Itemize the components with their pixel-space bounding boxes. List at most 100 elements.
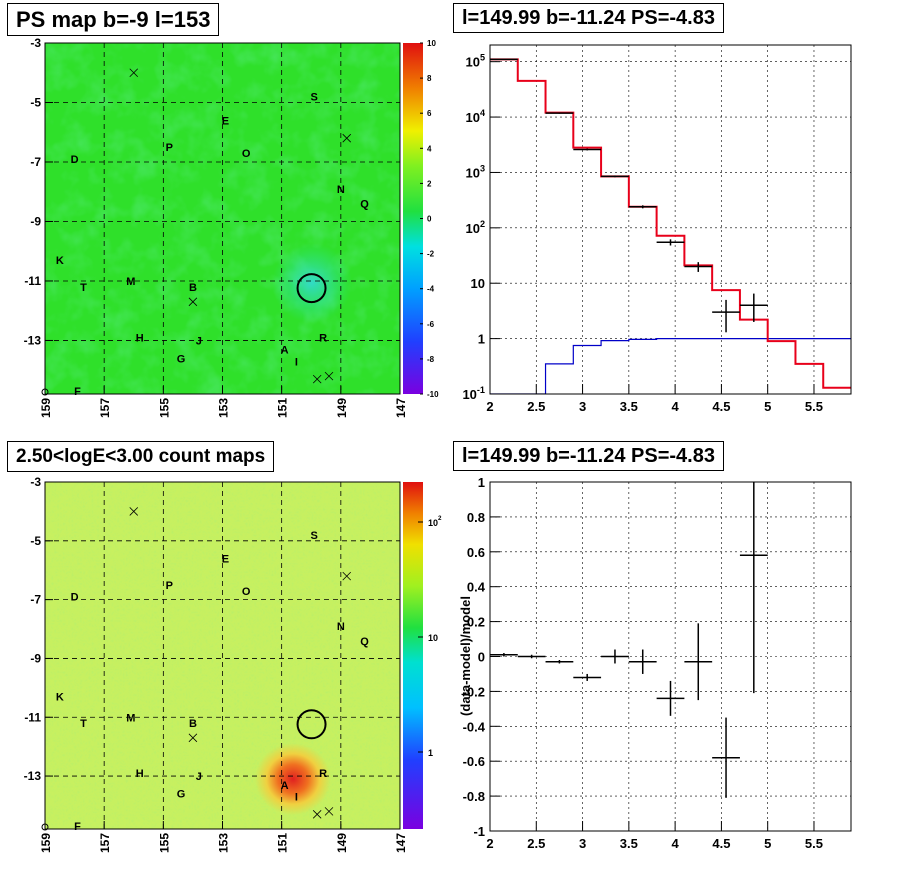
target-circle (296, 709, 327, 740)
source-label: N (337, 184, 345, 196)
source-cross (342, 571, 352, 581)
residual-xtick-label: 2.5 (527, 836, 545, 851)
source-cross (129, 507, 139, 516)
source-label: H (136, 332, 144, 344)
residual-axes: 2 2.5 3 3.5 4 4.5 5 5.5 1 0.8 0.6 0.4 0.2 0 -0.2 -0.4 -0… (463, 475, 823, 851)
count-map-colorbar-ticks: 102 10 1 (418, 515, 442, 758)
map-ytick-label: -7 (30, 593, 41, 607)
spectrum-data-point (628, 205, 657, 209)
source-cross (342, 133, 352, 143)
source-label: K (56, 255, 64, 267)
cross-stroke (129, 68, 139, 78)
source-label: E (222, 115, 229, 127)
colorbar-tick-label: 10 (427, 39, 436, 48)
colorbar-tick-label: 6 (427, 109, 432, 118)
source-cross (324, 807, 334, 816)
spectrum-xtick-label: 3 (579, 399, 586, 414)
spectrum-xtick-label: 3.5 (620, 399, 638, 414)
source-label: Q (360, 199, 369, 211)
source-label: I (295, 356, 298, 368)
map-ytick-label: -9 (30, 214, 41, 228)
source-label: B (189, 282, 197, 294)
source-label: S (311, 530, 318, 542)
residual-xtick-label: 3.5 (620, 836, 638, 851)
map-xtick-label: 151 (276, 833, 290, 853)
cross-stroke (129, 507, 139, 516)
spectrum-xtick-label: 4 (672, 399, 680, 414)
map-ytick-label: -13 (24, 769, 42, 783)
spectrum-xtick-label: 5.5 (805, 399, 823, 414)
residual-data-point (628, 649, 657, 674)
source-label: R (319, 332, 327, 344)
background-model-line (490, 338, 851, 394)
residual-ytick-label: -0.2 (463, 684, 485, 699)
spectrum-frame (489, 44, 852, 395)
spectrum-ytick-label: 105 (465, 53, 485, 70)
source-cross (129, 68, 139, 78)
colorbar-tick-label: -2 (427, 250, 435, 259)
residual-xtick-label: 4.5 (712, 836, 730, 851)
colorbar-tick-label: -6 (427, 320, 435, 329)
spectrum-xtick-label: 4.5 (712, 399, 730, 414)
source-label: J (196, 335, 202, 347)
map-xtick-label: 153 (217, 398, 231, 418)
residual-ytick-label: 0.8 (467, 510, 485, 525)
residual-data-point (545, 659, 574, 664)
source-label: O (242, 148, 251, 160)
ps-map-colorbar-ticks: 10 8 6 4 2 0 -2 -4 -6 -8 -10 (420, 39, 439, 399)
map-ytick-label: -9 (30, 651, 41, 665)
colorbar-tick-label: -8 (427, 355, 435, 364)
spectrum-series (490, 58, 851, 394)
colorbar-tick-label: 1 (428, 748, 433, 758)
spectrum-axes: 2 2.5 3 3.5 4 4.5 5 5.5 10-1 1 10 102 103 104 105 (462, 53, 823, 414)
map-xtick-label: 157 (98, 833, 112, 853)
cross-stroke (342, 133, 352, 143)
spectrum-xtick-label: 2.5 (527, 399, 545, 414)
cross-stroke (312, 810, 322, 819)
source-label: T (80, 282, 87, 294)
residual-ytick-label: -1 (473, 824, 485, 839)
source-label: G (177, 789, 186, 801)
cross-stroke (324, 371, 334, 381)
source-cross (188, 297, 198, 307)
ps-map-low-region (272, 243, 352, 323)
residual-panel: 2 2.5 3 3.5 4 4.5 5 5.5 1 0.8 0.6 0.4 0.2 0 -0.2 -0.4 -0… (458, 475, 852, 851)
colorbar-tick-label: 102 (428, 515, 442, 528)
residual-grid (490, 482, 851, 831)
residual-ytick-label: -0.8 (463, 789, 485, 804)
source-label: F (74, 821, 81, 833)
colorbar-tick-label: -10 (427, 390, 439, 399)
spectrum-ytick-label: 1 (478, 332, 485, 347)
count-map-axes: 159 157 155 153 151 149 147 -3 -5 -7 -9 -11 -13 (24, 475, 408, 853)
residual-data-point (573, 673, 602, 681)
map-ytick-label: -3 (30, 475, 41, 489)
residual-ytick-label: 0.2 (467, 615, 485, 630)
count-map-panel: S E O P D N Q K T M B H JG AI R F 159 157 155 153 151 149 147… (24, 475, 442, 853)
spectrum-ytick-label: 104 (465, 108, 485, 125)
residual-ytick-label: -0.6 (463, 754, 485, 769)
residual-ytick-label: 0 (478, 650, 485, 665)
ps-map-colorbar (403, 43, 423, 394)
ps-map-axes: 159 157 155 153 151 149 147 -3 -5 -7 -9 -11 -13 (24, 36, 408, 418)
spectrum-panel: 2 2.5 3 3.5 4 4.5 5 5.5 10-1 1 10 102 103 104 105 (462, 44, 852, 414)
colorbar-tick-label: 10 (428, 633, 438, 643)
colorbar-tick-label: 2 (427, 179, 432, 188)
map-ytick-label: -7 (30, 155, 41, 169)
map-ytick-label: -3 (30, 36, 41, 50)
source-label: J (196, 771, 202, 783)
residual-xtick-label: 3 (579, 836, 586, 851)
residual-data-point (712, 717, 740, 798)
target-circle (296, 273, 327, 304)
cross-stroke (342, 571, 352, 581)
cross-stroke (188, 733, 198, 743)
source-cross (324, 371, 334, 381)
map-xtick-label: 157 (98, 398, 112, 418)
spectrum-data-point (656, 239, 685, 246)
residual-title: l=149.99 b=-11.24 PS=-4.83 (453, 441, 724, 471)
residual-ytick-label: -0.4 (463, 719, 486, 734)
source-label: P (166, 580, 173, 592)
source-label: B (189, 718, 197, 730)
map-xtick-label: 149 (335, 398, 349, 418)
map-xtick-label: 147 (394, 833, 408, 853)
spectrum-ytick-label: 102 (465, 219, 485, 236)
